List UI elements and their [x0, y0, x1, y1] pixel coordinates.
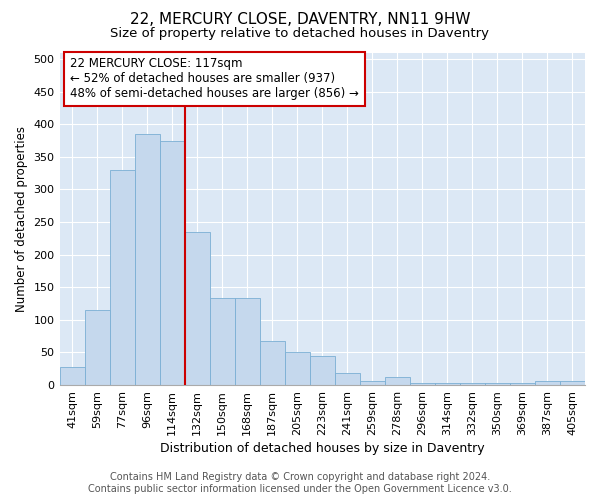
Bar: [560, 381, 585, 385]
Text: 22 MERCURY CLOSE: 117sqm
← 52% of detached houses are smaller (937)
48% of semi-: 22 MERCURY CLOSE: 117sqm ← 52% of detach…: [70, 58, 359, 100]
Bar: [385, 377, 410, 385]
Bar: [260, 340, 285, 385]
Bar: [235, 298, 260, 385]
Bar: [510, 383, 535, 385]
Bar: [134, 134, 160, 385]
Text: Contains HM Land Registry data © Crown copyright and database right 2024.
Contai: Contains HM Land Registry data © Crown c…: [88, 472, 512, 494]
Bar: [335, 374, 360, 385]
Text: Size of property relative to detached houses in Daventry: Size of property relative to detached ho…: [110, 28, 490, 40]
Bar: [360, 380, 385, 385]
Bar: [160, 140, 185, 385]
Bar: [285, 352, 310, 385]
Bar: [85, 310, 110, 385]
Bar: [435, 383, 460, 385]
Bar: [185, 232, 209, 385]
Bar: [485, 383, 510, 385]
Bar: [209, 298, 235, 385]
Text: 22, MERCURY CLOSE, DAVENTRY, NN11 9HW: 22, MERCURY CLOSE, DAVENTRY, NN11 9HW: [130, 12, 470, 28]
Bar: [310, 356, 335, 385]
Bar: [460, 383, 485, 385]
Bar: [59, 367, 85, 385]
Bar: [410, 383, 435, 385]
X-axis label: Distribution of detached houses by size in Daventry: Distribution of detached houses by size …: [160, 442, 485, 455]
Bar: [110, 170, 134, 385]
Y-axis label: Number of detached properties: Number of detached properties: [15, 126, 28, 312]
Bar: [535, 381, 560, 385]
